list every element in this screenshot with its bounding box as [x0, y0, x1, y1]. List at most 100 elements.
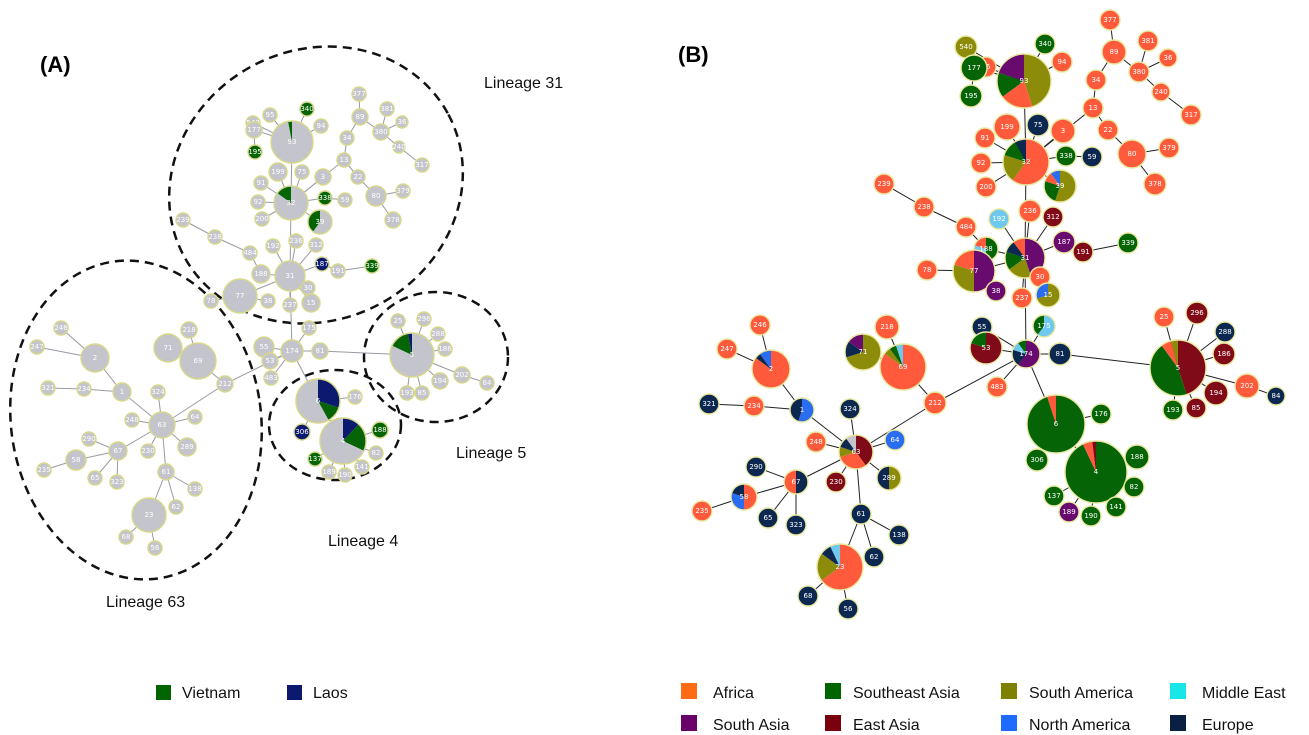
b-node-239-circle [873, 173, 895, 195]
b-node-93-slice-1 [1002, 81, 1033, 109]
a-node-23: 23 [131, 497, 167, 533]
b-node-34-circle [1085, 69, 1107, 91]
b-node-81: 81 [1048, 342, 1072, 366]
b-node-label-81: 81 [1056, 350, 1065, 358]
a-node-248: 248 [124, 412, 140, 428]
a-node-label-31: 31 [286, 272, 295, 280]
b-node-39-slice-3 [1050, 170, 1060, 186]
b-node-89-circle [1101, 39, 1127, 65]
a-node-label-95: 95 [266, 111, 275, 119]
a-node-6-ring [295, 378, 341, 424]
a-node-label-30: 30 [304, 284, 313, 292]
a-node-label-186: 186 [438, 345, 452, 353]
a-node-212-circle [216, 375, 234, 393]
b-node-189: 189 [1058, 501, 1080, 523]
a-node-label-195: 195 [248, 148, 261, 156]
a-node-label-4: 4 [341, 437, 346, 445]
b-node-379: 379 [1158, 137, 1180, 159]
a-node-186-circle [437, 341, 453, 357]
a-node-234-circle [76, 381, 92, 397]
b-node-188: 188 [1124, 444, 1150, 470]
b-node-69-slice-3 [895, 344, 903, 367]
a-node-label-67: 67 [114, 447, 123, 455]
b-node-label-321: 321 [702, 400, 715, 408]
b-node-69: 69 [879, 343, 927, 391]
a-node-label-190: 190 [338, 471, 351, 479]
a-node-193: 193 [399, 385, 415, 401]
a-node-312: 312 [308, 237, 324, 253]
a-node-label-94: 94 [317, 122, 326, 130]
b-node-62-circle [863, 546, 885, 568]
b-node-290: 290 [745, 456, 767, 478]
legend-label-north-america: North America [1029, 717, 1130, 734]
b-node-label-312: 312 [1046, 213, 1059, 221]
a-node-31-circle [274, 260, 306, 292]
b-node-187: 187 [1052, 230, 1076, 254]
b-node-81-circle [1048, 342, 1072, 366]
panel-a-legend: Vietnam Laos [156, 685, 348, 702]
b-node-77-slice-2 [954, 250, 974, 271]
legend-label-europe: Europe [1202, 717, 1254, 734]
b-node-199-circle [993, 113, 1021, 141]
b-node-32-ring [1002, 138, 1050, 186]
a-node-2: 2 [80, 343, 110, 373]
a-node-218: 218 [180, 321, 198, 339]
b-node-193-circle [1162, 399, 1184, 421]
a-node-380: 380 [372, 123, 390, 141]
b-node-1: 1 [789, 397, 815, 423]
b-node-137-circle [1043, 485, 1065, 507]
b-node-label-380: 380 [1132, 68, 1145, 76]
b-node-188-slice-0 [986, 237, 998, 261]
a-node-label-174: 174 [285, 347, 299, 355]
a-node-324-circle [150, 384, 166, 400]
a-node-label-34: 34 [343, 134, 352, 142]
panel-b-label: (B) [678, 42, 709, 67]
a-node-82: 82 [368, 445, 384, 461]
b-node-234-circle [743, 395, 765, 417]
b-node-248: 248 [805, 431, 827, 453]
b-node-177-circle [960, 54, 988, 82]
b-node-23-ring [816, 543, 864, 591]
b-node-138: 138 [888, 524, 910, 546]
b-node-67-slice-1 [784, 470, 796, 494]
a-node-label-38: 38 [264, 297, 273, 305]
lineage-4-outline [267, 368, 403, 482]
b-node-78-circle [916, 259, 938, 281]
legend-swatch-south-asia [681, 715, 697, 731]
a-node-label-306: 306 [295, 428, 309, 436]
b-node-1-ring [789, 397, 815, 423]
b-node-67-ring [783, 469, 809, 495]
b-node-338-circle [1055, 145, 1077, 167]
b-node-2-ring [751, 349, 791, 389]
b-node-69-ring [879, 343, 927, 391]
b-node-38: 38 [985, 280, 1007, 302]
b-node-label-193: 193 [1166, 406, 1179, 414]
b-node-340-circle [1034, 33, 1056, 55]
b-node-6-slice-1 [1047, 395, 1056, 424]
b-node-label-69: 69 [899, 363, 908, 371]
a-node-321: 321 [40, 380, 56, 396]
b-node-188-circle [1124, 444, 1150, 470]
a-node-80-circle [365, 185, 387, 207]
a-node-label-32: 32 [287, 199, 296, 207]
a-node-236-circle [288, 233, 304, 249]
a-node-label-379: 379 [396, 187, 409, 195]
a-node-189: 189 [321, 464, 337, 480]
b-node-label-68: 68 [804, 592, 813, 600]
b-node-label-306: 306 [1030, 456, 1044, 464]
a-node-200: 200 [254, 211, 270, 227]
b-node-1-slice-0 [798, 398, 815, 423]
b-node-label-36: 36 [1164, 54, 1173, 62]
a-node-78-circle [203, 293, 219, 309]
b-node-246-circle [749, 314, 771, 336]
a-node-58: 58 [65, 449, 87, 471]
b-node-label-13: 13 [1089, 104, 1098, 112]
a-node-5-ring [389, 332, 435, 378]
b-node-1-slice-1 [790, 398, 802, 422]
b-node-58-slice-0 [744, 484, 757, 510]
b-node-187-circle [1052, 230, 1076, 254]
a-node-6: 6 [295, 378, 341, 424]
b-node-306: 306 [1025, 448, 1049, 472]
b-node-15-slice-0 [1036, 283, 1060, 308]
b-node-199: 199 [993, 113, 1021, 141]
